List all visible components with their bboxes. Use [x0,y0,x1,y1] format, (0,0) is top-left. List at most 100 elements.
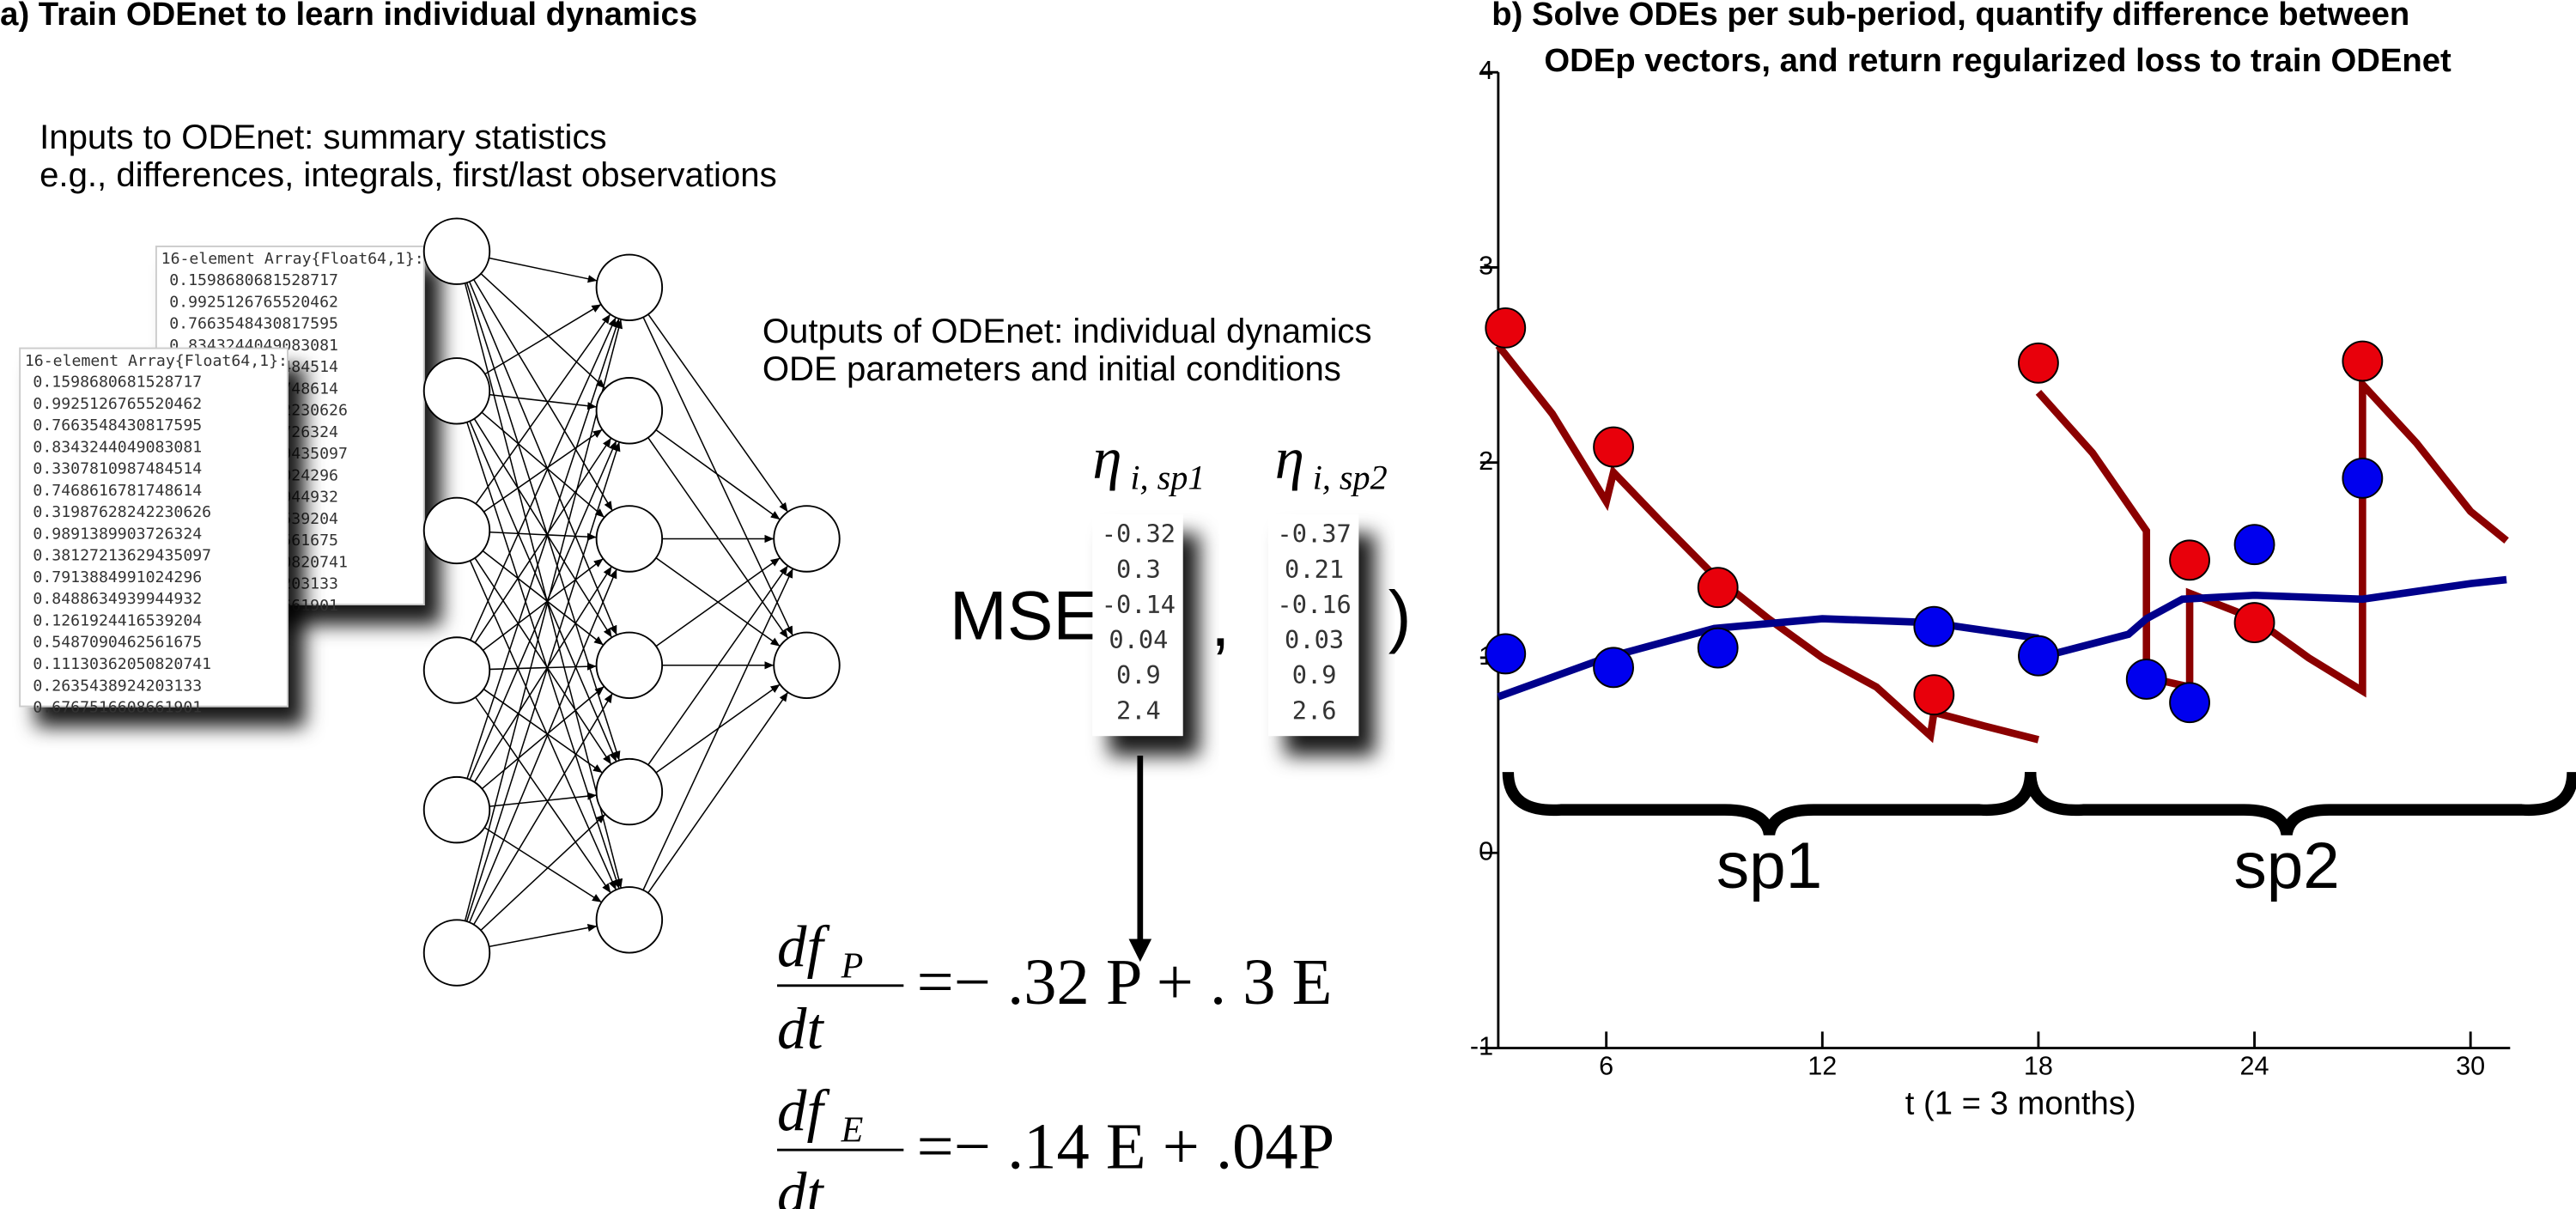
vector-value: -0.14 [1102,590,1176,619]
brace-label: sp2 [2233,829,2339,902]
x-tick-label: 18 [2024,1052,2053,1081]
nn-edge [464,319,623,921]
nn-edge [647,313,789,513]
array-value: 0.9925126765520462 [169,293,338,311]
nn-node [422,919,491,987]
data-point [1697,567,1739,609]
y-tick-label: 4 [1479,56,1493,85]
mse-text: , [1211,584,1230,661]
vector-value: -0.37 [1277,519,1351,549]
nn-edge [647,565,789,766]
array-value: 0.7663548430817595 [33,416,202,434]
model-curve [1495,343,2509,744]
data-point [2169,539,2210,581]
array-value: 0.1598680681528717 [169,271,338,289]
vector-value: 0.9 [1292,660,1337,690]
nn-node [595,505,664,573]
array-value: 0.5487090462561675 [33,634,202,652]
outputs-text: ODE parameters and initial conditions [762,349,1341,388]
nn-edge [482,558,604,651]
nn-edge [475,696,611,894]
eq-numerator: df [777,1078,830,1144]
nn-edge [473,279,613,512]
eta-symbol: η [1275,426,1304,491]
nn-node [595,631,664,700]
nn-edge [481,411,605,519]
nn-node [595,757,664,826]
nn-edge [469,568,617,923]
nn-edge [655,429,781,520]
nn-edge [655,557,781,647]
y-tick-label: 0 [1479,836,1493,866]
y-tick-label: 2 [1479,447,1493,476]
vector-value: 2.6 [1292,696,1337,725]
nn-node [773,505,841,573]
data-point [2342,457,2384,499]
data-point [1485,633,1527,675]
vector-value: 0.21 [1285,555,1344,584]
vector-value: 0.9 [1116,660,1161,690]
nn-edge [466,318,620,780]
nn-node [773,631,841,700]
vector-panel [1268,513,1359,737]
brace [1502,771,2037,836]
array-value: 0.31987628242230626 [33,503,211,521]
vector-panel [1092,513,1183,737]
data-point [2018,342,2059,384]
nn-edge [469,560,617,890]
array-value: 0.2635438924203133 [33,677,202,695]
panel-a-title: a) Train ODEnet to learn individual dyna… [0,0,697,33]
nn-edge [647,691,789,894]
data-point [1593,647,1634,689]
nn-edge [474,437,612,644]
nn-edge [483,428,603,513]
nn-edge [475,313,611,505]
nn-node [595,886,664,954]
nn-edge [474,557,612,765]
vector-value: 0.3 [1116,555,1161,584]
nn-edge [473,693,613,926]
eta-subscript: i, sp2 [1313,459,1388,497]
nn-edge [642,317,793,636]
nn-edge [489,792,597,807]
brace [2025,771,2576,836]
eq-rhs: =− .14 E + .04P [917,1110,1335,1183]
array-value: 0.3307810987484514 [33,460,202,478]
nn-node [422,357,491,425]
data-point [1485,307,1527,349]
nn-edge [489,923,598,948]
mse-text: ) [1388,577,1412,654]
data-point [2018,635,2059,677]
vector-value: 0.03 [1285,625,1344,654]
model-curve [1497,575,2507,701]
nn-edge [464,283,623,889]
array-value: 0.7913884991024296 [33,568,202,586]
inputs-text: Inputs to ODEnet: summary statistics [39,118,607,156]
array-value: 0.38127213629435097 [33,547,211,565]
nn-edge [480,813,606,932]
nn-edge [466,422,621,890]
nn-node [422,636,491,704]
nn-edge [470,317,617,641]
nn-node [595,377,664,445]
array-value: 0.1261924416539204 [33,612,202,630]
y-tick-label: -1 [1470,1032,1493,1061]
nn-edge [465,282,621,761]
data-point [1913,674,1955,716]
vector-value: -0.16 [1277,590,1351,619]
array-value: 0.8488634939944932 [33,590,202,608]
nn-edge [483,688,604,774]
eq-denominator: dt [777,996,824,1061]
nn-node [422,775,491,844]
array-header: 16-element Array{Float64,1}: [161,250,424,268]
panel-b-title: ODEp vectors, and return regularized los… [1544,42,2451,79]
eta-subscript: i, sp1 [1130,459,1205,497]
x-axis-label: t (1 = 3 months) [1905,1085,2136,1122]
vector-value: 0.04 [1109,625,1168,654]
nn-edge [473,566,612,783]
nn-edge [483,827,603,903]
eq-rhs: =− .32 P + . 3 E [917,945,1333,1018]
brace-label: sp1 [1716,829,1822,902]
nn-edge [481,685,605,790]
eq-subscript: P [841,946,864,986]
